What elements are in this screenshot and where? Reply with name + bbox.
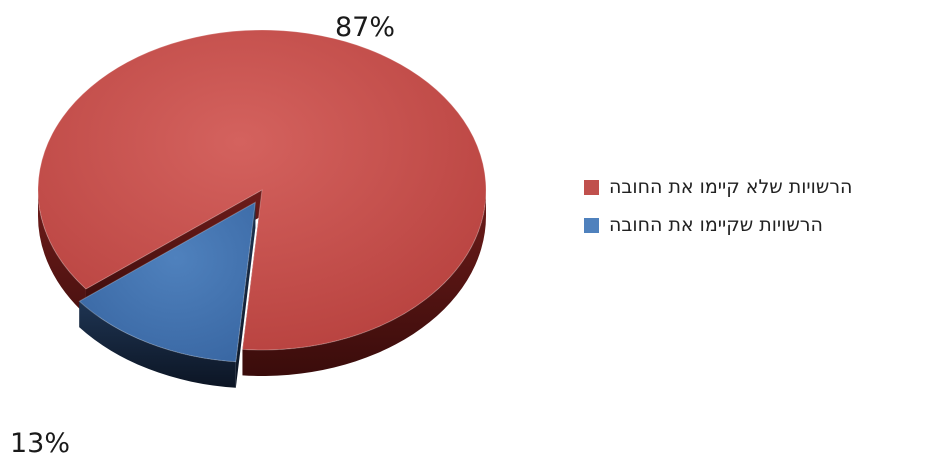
pie-slice-fulfilled-side [79, 301, 236, 388]
legend-label: הרשויות שלא קיימו את החובה [609, 176, 853, 198]
pie-slice-not-fulfilled-side [38, 190, 486, 376]
data-label-fulfilled: 13% [10, 428, 70, 459]
legend-item-fulfilled: הרשויות שקיימו את החובה [560, 206, 920, 244]
legend-label: הרשויות שקיימו את החובה [609, 214, 823, 236]
pie-slice-fulfilled [78, 201, 256, 363]
legend-item-not-fulfilled: הרשויות שלא קיימו את החובה [560, 168, 920, 206]
legend-swatch [584, 217, 599, 233]
data-label-not-fulfilled: 87% [335, 12, 395, 43]
pie-slice-fulfilled-wall [235, 202, 256, 388]
pie-slice-not-fulfilled [37, 29, 487, 351]
legend: הרשויות שלא קיימו את החובה הרשויות שקיימו… [560, 168, 920, 244]
legend-swatch [584, 179, 599, 195]
